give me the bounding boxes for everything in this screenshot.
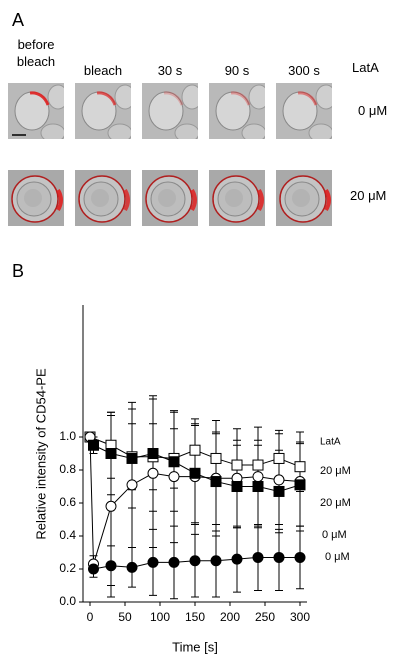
marker (273, 452, 285, 464)
y-tick-label: 0.4 (59, 528, 76, 542)
x-axis-label: Time [s] (172, 639, 218, 654)
marker (168, 471, 180, 483)
marker (168, 456, 180, 468)
y-tick-label: 0.2 (59, 561, 76, 575)
micrograph (142, 83, 198, 139)
marker (147, 467, 159, 479)
marker (273, 485, 285, 497)
marker (105, 448, 117, 459)
panel-label: A (12, 10, 25, 30)
micrograph (209, 170, 265, 226)
column-header: 30 s (157, 63, 183, 78)
marker (126, 479, 138, 491)
micrograph (75, 170, 131, 226)
x-tick-label: 100 (150, 610, 170, 624)
column-header: before bleach (16, 37, 56, 69)
marker (189, 444, 201, 456)
marker (189, 555, 201, 567)
micrograph (8, 170, 64, 226)
series-label: 20 μM (320, 465, 351, 477)
marker (126, 561, 138, 573)
x-tick-label: 0 (87, 610, 94, 624)
marker (231, 459, 243, 471)
marker (88, 439, 99, 451)
marker (105, 560, 117, 572)
x-tick-label: 150 (185, 610, 205, 624)
marker (105, 500, 117, 512)
marker (252, 471, 264, 483)
marker (88, 563, 99, 575)
marker (189, 467, 201, 479)
marker (126, 452, 138, 464)
row-label: 0 μM (358, 103, 388, 118)
marker (252, 481, 264, 492)
column-header: 300 s (288, 63, 320, 78)
marker (147, 448, 159, 459)
micrograph (142, 170, 198, 226)
marker (210, 476, 222, 488)
y-tick-label: 0.0 (59, 594, 76, 608)
micrograph (8, 83, 64, 139)
micrograph (209, 83, 265, 139)
y-axis-label: Relative intensity of CD54-PE (33, 368, 48, 540)
micrograph (75, 83, 131, 139)
marker (252, 459, 264, 471)
marker (147, 556, 159, 568)
row-label: 20 μM (350, 188, 387, 203)
marker (273, 551, 285, 563)
x-tick-label: 300 (290, 610, 310, 624)
y-tick-label: 0.8 (59, 462, 76, 476)
series-label: 20 μM (320, 497, 351, 509)
marker (252, 551, 264, 563)
y-tick-label: 0.6 (59, 495, 76, 509)
marker (210, 452, 222, 464)
marker (168, 556, 180, 568)
legend-title: LatA (320, 437, 341, 448)
marker (273, 474, 285, 486)
marker (210, 555, 222, 567)
marker (294, 461, 306, 473)
side-header: LatA (352, 60, 379, 75)
micrograph (276, 170, 332, 226)
column-header: bleach (83, 63, 123, 78)
x-tick-label: 250 (255, 610, 275, 624)
column-header: 90 s (224, 63, 250, 78)
y-tick-label: 1.0 (59, 429, 76, 443)
panel-label: B (12, 261, 24, 281)
marker (294, 479, 306, 491)
x-tick-label: 50 (118, 610, 132, 624)
x-tick-label: 200 (220, 610, 240, 624)
marker (294, 551, 306, 563)
series-label: 0 μM (322, 529, 347, 541)
marker (231, 553, 243, 565)
marker (231, 481, 243, 492)
micrograph (276, 83, 332, 139)
series-label: 0 μM (325, 551, 350, 563)
